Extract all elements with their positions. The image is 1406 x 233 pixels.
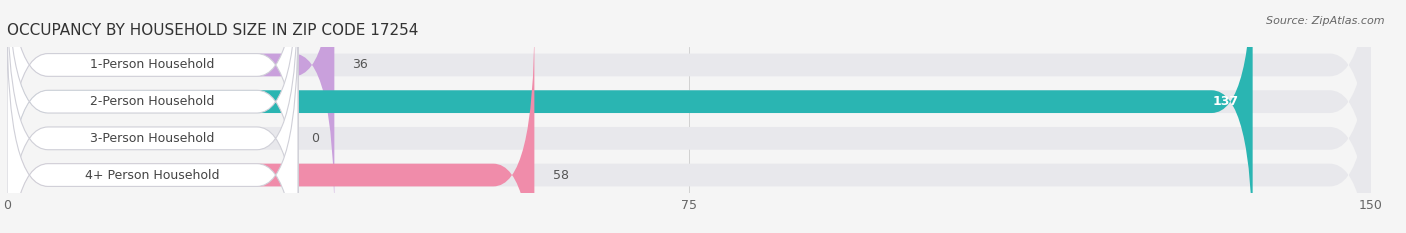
FancyBboxPatch shape xyxy=(7,0,335,219)
FancyBboxPatch shape xyxy=(7,0,298,219)
FancyBboxPatch shape xyxy=(7,0,298,233)
FancyBboxPatch shape xyxy=(7,0,1371,219)
Text: 137: 137 xyxy=(1213,95,1239,108)
FancyBboxPatch shape xyxy=(7,21,534,233)
FancyBboxPatch shape xyxy=(7,0,1371,233)
Text: 58: 58 xyxy=(553,168,568,182)
Text: 0: 0 xyxy=(312,132,319,145)
Text: 3-Person Household: 3-Person Household xyxy=(90,132,215,145)
FancyBboxPatch shape xyxy=(7,0,1253,233)
Text: OCCUPANCY BY HOUSEHOLD SIZE IN ZIP CODE 17254: OCCUPANCY BY HOUSEHOLD SIZE IN ZIP CODE … xyxy=(7,24,419,38)
FancyBboxPatch shape xyxy=(7,0,1371,233)
FancyBboxPatch shape xyxy=(7,21,1371,233)
Text: 1-Person Household: 1-Person Household xyxy=(90,58,215,72)
FancyBboxPatch shape xyxy=(7,21,298,233)
FancyBboxPatch shape xyxy=(7,0,298,233)
Text: 2-Person Household: 2-Person Household xyxy=(90,95,215,108)
Text: 36: 36 xyxy=(353,58,368,72)
Text: Source: ZipAtlas.com: Source: ZipAtlas.com xyxy=(1267,16,1385,26)
Text: 4+ Person Household: 4+ Person Household xyxy=(86,168,219,182)
